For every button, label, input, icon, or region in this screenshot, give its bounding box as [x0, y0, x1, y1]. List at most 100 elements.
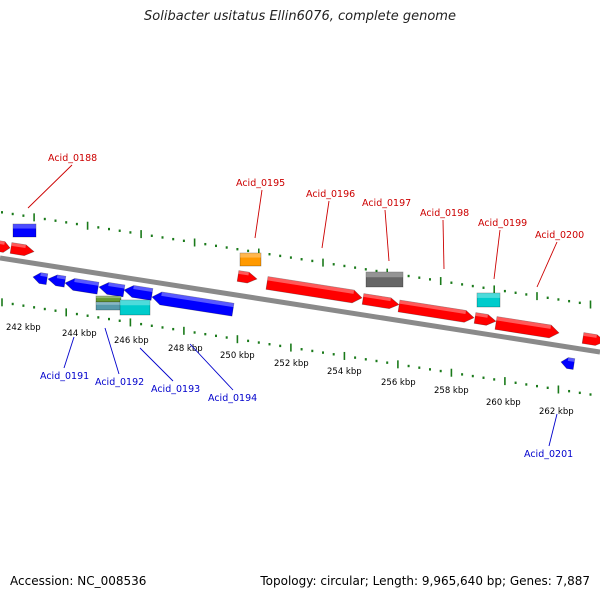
reverse-minor-tick [332, 353, 335, 356]
gene-arrow-acid-0194 [151, 291, 235, 317]
callout-line-acid-0201 [548, 413, 558, 447]
reverse-minor-tick [311, 349, 314, 353]
gene-label-acid-0194[interactable]: Acid_0194 [208, 393, 257, 404]
gene-arrow-acid-0196 [265, 276, 363, 304]
forward-minor-tick [429, 278, 431, 281]
forward-minor-tick [461, 283, 464, 286]
gene-arrow-acid-0194-shine [161, 291, 235, 308]
forward-minor-tick [65, 221, 68, 224]
reverse-minor-tick [375, 359, 378, 363]
reverse-minor-tick [514, 381, 517, 384]
callout-line-acid-0197 [384, 209, 390, 262]
kbp-label: 250 kbp [220, 351, 255, 361]
gene-box-acid-0192-shine [96, 296, 121, 299]
gene-arrow-acid-0201-shine [567, 357, 575, 362]
reverse-minor-tick [439, 369, 442, 373]
gene-arrow-acid-0191 [64, 278, 100, 295]
reverse-minor-tick [22, 304, 25, 307]
gene-label-acid-0195[interactable]: Acid_0195 [236, 178, 285, 189]
forward-minor-tick [354, 266, 357, 269]
reverse-minor-tick [43, 307, 46, 311]
reverse-minor-tick [279, 344, 282, 348]
forward-minor-tick [418, 276, 421, 279]
kbp-label: 260 kbp [486, 398, 521, 408]
reverse-minor-tick [204, 332, 207, 336]
gene-label-acid-0199[interactable]: Acid_0199 [478, 218, 527, 229]
gene-label-acid-0200[interactable]: Acid_0200 [535, 230, 584, 241]
forward-minor-tick [311, 259, 314, 263]
gene-arrow-forward-body [0, 240, 11, 253]
gene-arrow-reverse-body [98, 282, 126, 298]
gene-label-acid-0201[interactable]: Acid_0201 [524, 449, 573, 460]
reverse-minor-tick [140, 322, 143, 326]
gene-box-acid-0195-shine [240, 253, 261, 258]
forward-minor-tick [54, 219, 57, 222]
reverse-minor-tick [11, 302, 14, 306]
gene-arrow-forward-body [581, 332, 600, 346]
gene-box-acid-0192-lower-shine [96, 302, 121, 305]
reverse-minor-tick [461, 373, 464, 376]
gene-label-acid-0192[interactable]: Acid_0192 [95, 377, 144, 388]
reverse-minor-tick [118, 319, 121, 322]
gene-arrow-reverse-shine [133, 285, 153, 293]
forward-minor-tick [471, 284, 474, 288]
reverse-minor-tick [54, 309, 57, 312]
gene-arrow-reverse [98, 282, 126, 298]
forward-minor-tick [525, 293, 528, 296]
gene-label-acid-0198[interactable]: Acid_0198 [420, 208, 469, 219]
gene-box-acid-0188-shine [13, 224, 36, 229]
gene-arrow-acid-0196-body [265, 276, 363, 304]
gene-label-acid-0188[interactable]: Acid_0188 [48, 153, 97, 164]
reverse-minor-tick [536, 384, 538, 388]
reverse-minor-tick [578, 391, 581, 395]
forward-minor-tick [247, 249, 250, 253]
forward-minor-tick [503, 289, 506, 293]
reverse-minor-tick [386, 361, 389, 364]
kbp-label: 258 kbp [434, 386, 469, 396]
accession-text: Accession: NC_008536 [10, 574, 147, 588]
forward-minor-tick [300, 258, 303, 261]
gene-label-acid-0196[interactable]: Acid_0196 [306, 189, 355, 200]
callout-line-acid-0191 [63, 336, 75, 369]
gene-arrow-acid-0191-shine [74, 278, 99, 286]
gene-arrow-forward [581, 332, 600, 346]
reverse-minor-tick [75, 312, 78, 316]
gene-label-acid-0191[interactable]: Acid_0191 [40, 371, 89, 382]
gene-arrow-reverse-body [32, 272, 49, 285]
kbp-label: 246 kbp [114, 336, 149, 346]
reverse-minor-tick [161, 326, 164, 329]
reverse-minor-tick [257, 341, 260, 344]
reverse-minor-tick [429, 368, 431, 371]
forward-minor-tick [364, 268, 367, 271]
forward-minor-tick [568, 299, 571, 303]
gene-arrow-forward-body [361, 293, 400, 309]
forward-minor-tick [108, 227, 110, 231]
forward-minor-tick [118, 229, 121, 232]
reverse-minor-tick [33, 306, 36, 309]
gene-box-acid-0193 [119, 299, 151, 316]
reverse-minor-tick [225, 336, 228, 339]
forward-minor-tick [332, 263, 335, 266]
gene-label-acid-0197[interactable]: Acid_0197 [362, 198, 411, 209]
forward-minor-tick [268, 253, 271, 256]
gene-label-acid-0193[interactable]: Acid_0193 [151, 384, 200, 395]
genome-backbone [0, 255, 600, 355]
gene-arrow-acid-0200-shine [496, 316, 552, 329]
forward-minor-tick [482, 286, 485, 289]
gene-arrow-acid-0196-shine [267, 276, 355, 294]
gene-arrow-forward-shine [238, 270, 249, 276]
forward-minor-tick [557, 298, 560, 301]
gene-arrow-reverse-shine [108, 282, 125, 289]
kbp-label: 256 kbp [381, 378, 416, 388]
forward-minor-tick [11, 212, 14, 216]
gene-box-acid-0199-shine [477, 293, 500, 298]
gene-arrow-forward [0, 240, 11, 253]
kbp-label: 252 kbp [274, 359, 309, 369]
kbp-label: 262 kbp [539, 407, 574, 417]
reverse-minor-tick [493, 378, 496, 381]
gene-arrow-forward-shine [583, 332, 597, 338]
gene-callouts: Acid_0188 Acid_0195 Acid_0196 Acid_0197 Acid… [27, 153, 584, 460]
gene-arrow-forward-body [473, 312, 497, 326]
gene-arrow-acid-0200 [494, 316, 560, 339]
reverse-minor-tick [247, 339, 250, 343]
